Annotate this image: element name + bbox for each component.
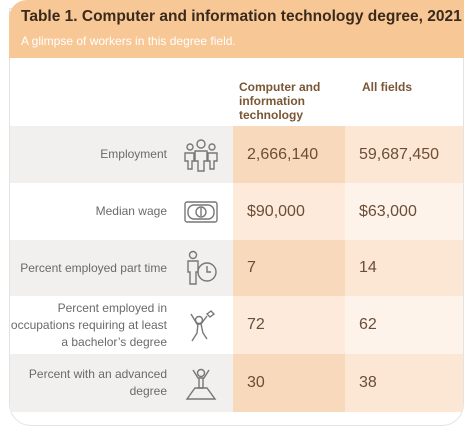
column-header: All fields bbox=[362, 80, 413, 94]
row-background bbox=[10, 126, 233, 183]
value-cell: $63,000 bbox=[345, 183, 463, 240]
value-cell: 30 bbox=[233, 354, 345, 412]
value-cell: 62 bbox=[345, 296, 463, 354]
header: Table 1. Computer and information techno… bbox=[9, 0, 464, 58]
value-cell: 14 bbox=[345, 240, 463, 296]
row-background bbox=[10, 296, 233, 354]
bachelor-icon bbox=[190, 310, 216, 342]
row-background bbox=[10, 354, 233, 412]
value-cell: $90,000 bbox=[233, 183, 345, 240]
value-cell: 2,666,140 bbox=[233, 126, 345, 183]
column-header: Computer and information technology bbox=[239, 80, 321, 122]
title: Table 1. Computer and information techno… bbox=[21, 8, 462, 25]
wage-icon bbox=[184, 201, 218, 223]
part-time-icon bbox=[187, 250, 217, 285]
value-cell: 38 bbox=[345, 354, 463, 412]
employment-icon bbox=[184, 139, 218, 172]
row-label: Percent with an advanced degree bbox=[28, 367, 167, 398]
row-label: Percent employed in occupations requirin… bbox=[10, 300, 167, 349]
row-label: Employment bbox=[100, 147, 167, 161]
subtitle: A glimpse of workers in this degree fiel… bbox=[21, 34, 236, 48]
value-cell: 7 bbox=[233, 240, 345, 296]
advanced-degree-icon bbox=[185, 368, 217, 400]
row-label: Percent employed part time bbox=[20, 260, 167, 275]
value-cell: 59,687,450 bbox=[345, 126, 463, 183]
row-label: Median wage bbox=[95, 204, 167, 218]
value-cell: 72 bbox=[233, 296, 345, 354]
row-background bbox=[10, 240, 233, 296]
